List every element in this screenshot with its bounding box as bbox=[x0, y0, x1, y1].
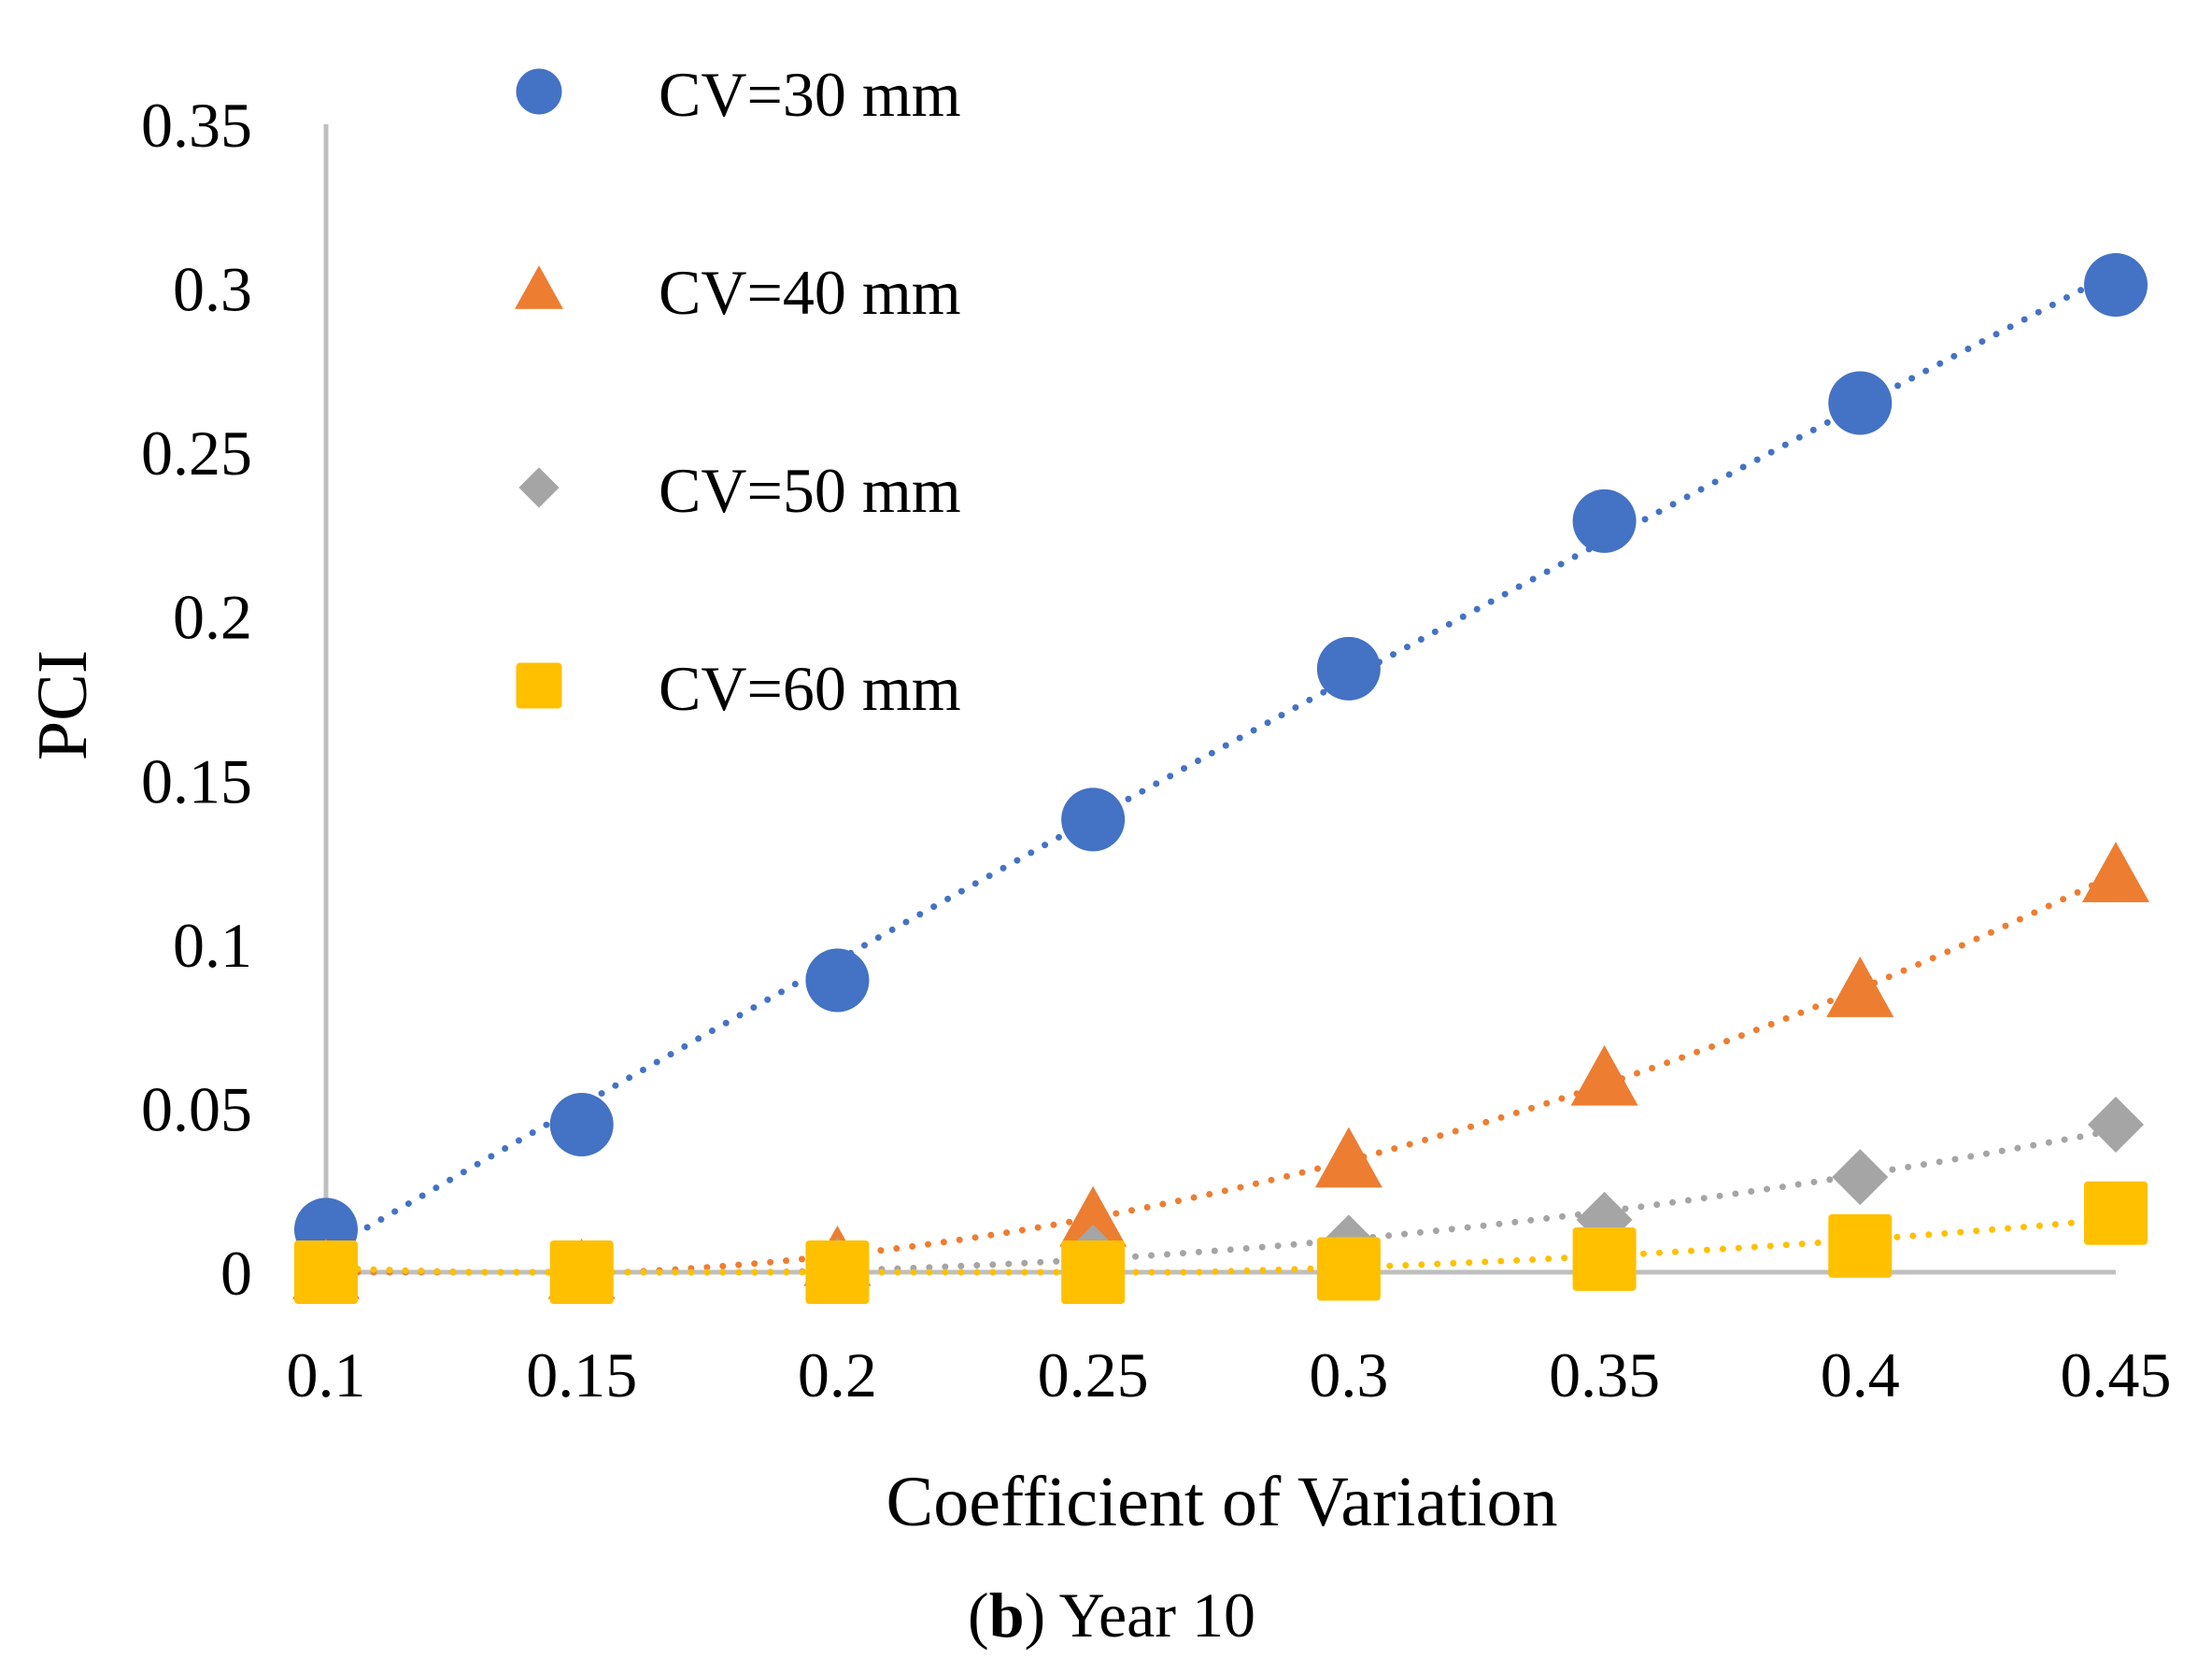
trendlines bbox=[322, 268, 2120, 1276]
data-points bbox=[292, 253, 2149, 1304]
data-point-triangle bbox=[1570, 1044, 1638, 1106]
x-tick-labels: 0.1 0.15 0.2 0.25 0.3 0.35 0.4 0.45 bbox=[287, 1339, 2172, 1410]
legend-marker-square bbox=[516, 662, 562, 709]
trendline-4 bbox=[322, 1215, 2120, 1276]
axes bbox=[323, 124, 2116, 1275]
data-point-square bbox=[1572, 1226, 1637, 1291]
caption-label: b bbox=[989, 1580, 1025, 1651]
data-point-square bbox=[1828, 1213, 1893, 1278]
legend-label: CV=40 mm bbox=[659, 257, 961, 328]
data-point-circle bbox=[805, 948, 870, 1013]
y-tick-label: 0.15 bbox=[141, 745, 252, 816]
data-point-circle bbox=[549, 1092, 614, 1156]
x-tick-label: 0.2 bbox=[798, 1339, 877, 1410]
x-tick-label: 0.25 bbox=[1038, 1339, 1149, 1410]
data-point-circle bbox=[1572, 489, 1637, 553]
data-point-square bbox=[2084, 1181, 2148, 1245]
y-tick-label: 0.3 bbox=[173, 254, 252, 325]
y-tick-label: 0.05 bbox=[141, 1073, 252, 1144]
legend-label: CV=50 mm bbox=[659, 455, 961, 526]
data-point-triangle bbox=[2082, 842, 2149, 902]
legend-label: CV=60 mm bbox=[659, 653, 961, 724]
data-point-circle bbox=[1061, 787, 1126, 852]
y-tick-label: 0 bbox=[220, 1238, 252, 1309]
legend-label: CV=30 mm bbox=[659, 59, 961, 130]
caption-close-paren: ) bbox=[1025, 1580, 1046, 1651]
legend-marker-circle bbox=[516, 68, 562, 115]
data-point-square bbox=[1316, 1237, 1381, 1301]
data-point-circle bbox=[1316, 636, 1381, 701]
y-tick-label: 0.2 bbox=[173, 582, 252, 653]
legend-marker-diamond bbox=[518, 467, 560, 508]
x-tick-label: 0.1 bbox=[287, 1339, 366, 1410]
data-point-square bbox=[549, 1240, 614, 1304]
trendline-2 bbox=[322, 871, 2120, 1276]
x-tick-label: 0.4 bbox=[1821, 1339, 1900, 1410]
data-point-circle bbox=[2084, 253, 2148, 318]
data-point-circle bbox=[1828, 371, 1893, 435]
y-tick-label: 0.1 bbox=[173, 910, 252, 981]
caption-open-paren: ( bbox=[968, 1580, 989, 1651]
x-axis-title: Coefficient of Variation bbox=[886, 1463, 1558, 1541]
data-point-square bbox=[294, 1240, 358, 1304]
x-tick-label: 0.15 bbox=[526, 1339, 637, 1410]
data-point-square bbox=[1061, 1240, 1126, 1304]
x-tick-label: 0.35 bbox=[1549, 1339, 1660, 1410]
data-point-triangle bbox=[1059, 1185, 1127, 1247]
caption-text: Year 10 bbox=[1045, 1580, 1255, 1651]
figure-caption: (b) Year 10 bbox=[968, 1580, 1255, 1651]
x-tick-label: 0.45 bbox=[2061, 1339, 2172, 1410]
data-point-triangle bbox=[1314, 1126, 1382, 1188]
legend: CV=30 mm CV=40 mm CV=50 mm CV=60 mm bbox=[515, 59, 961, 724]
data-point-square bbox=[805, 1240, 870, 1304]
data-point-diamond bbox=[2088, 1096, 2144, 1153]
y-axis-title: PCI bbox=[23, 650, 102, 760]
y-tick-label: 0.25 bbox=[141, 418, 252, 489]
y-tick-labels: 0 0.05 0.1 0.15 0.2 0.25 0.3 0.35 bbox=[141, 90, 252, 1309]
data-point-triangle bbox=[1826, 956, 1894, 1017]
data-point-diamond bbox=[1832, 1149, 1889, 1206]
x-tick-label: 0.3 bbox=[1309, 1339, 1388, 1410]
legend-marker-triangle bbox=[515, 265, 563, 309]
y-tick-label: 0.35 bbox=[141, 90, 252, 161]
